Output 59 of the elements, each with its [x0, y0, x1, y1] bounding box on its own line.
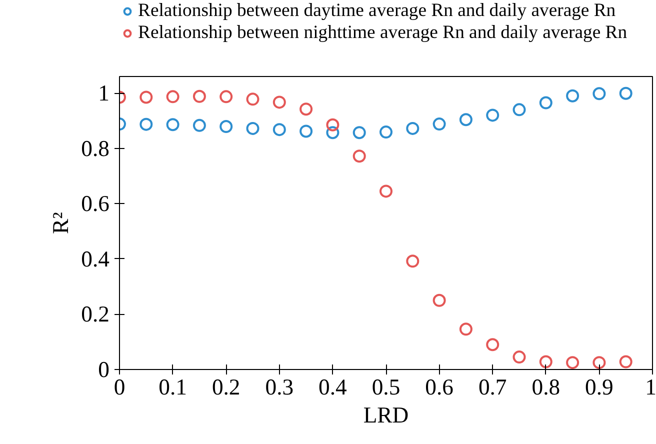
point — [539, 96, 552, 110]
point — [380, 184, 392, 198]
x-tick-label: 0.6 — [425, 374, 454, 400]
point — [300, 102, 313, 116]
x-tick-label: 0.7 — [478, 374, 507, 400]
point — [140, 118, 153, 131]
y-tick-label: 0.2 — [81, 302, 110, 327]
point — [246, 122, 260, 135]
point — [512, 103, 526, 116]
x-tick-label: 0.2 — [212, 374, 240, 400]
x-tick-label: 0.8 — [532, 374, 560, 400]
point — [352, 150, 366, 163]
y-tick-label: 1 — [98, 80, 110, 106]
x-axis-title: LRD — [363, 402, 409, 428]
point — [220, 90, 233, 104]
point — [539, 355, 552, 368]
y-tick-label: 0 — [98, 357, 110, 382]
point — [272, 123, 286, 136]
x-tick-label: 0.9 — [585, 374, 614, 400]
y-tick-label: 0.8 — [81, 136, 110, 161]
point — [300, 124, 313, 138]
legend-label: Relationship between daytime average Rn and daily average Rn — [138, 0, 616, 22]
point — [166, 90, 180, 104]
point — [432, 118, 446, 131]
point — [619, 355, 632, 368]
point — [459, 322, 472, 336]
point — [566, 89, 580, 102]
legend-label: Relationship between nighttime average Rn and daily average Rn — [138, 22, 628, 44]
x-tick-label: 1 — [645, 374, 656, 400]
point — [140, 90, 153, 104]
x-tick-label: 0.5 — [372, 374, 400, 400]
point — [192, 90, 206, 103]
point — [486, 338, 500, 352]
point — [352, 126, 366, 140]
point — [512, 350, 526, 364]
x-tick-label: 0.3 — [265, 374, 294, 400]
point — [592, 356, 606, 370]
y-axis-title: R² — [48, 212, 74, 234]
point — [619, 86, 632, 100]
point — [192, 118, 206, 132]
point — [592, 87, 606, 100]
y-tick-label: 0.4 — [81, 246, 110, 272]
point — [326, 118, 340, 132]
x-tick-label: 0.4 — [318, 374, 347, 400]
point — [166, 118, 180, 132]
point — [272, 96, 286, 109]
point — [486, 108, 500, 122]
x-tick-label: 0 — [114, 374, 126, 400]
point — [380, 126, 392, 139]
point — [220, 120, 233, 134]
y-tick-label: 0.6 — [81, 191, 110, 216]
point — [432, 294, 446, 307]
point — [566, 356, 580, 370]
point — [406, 254, 420, 268]
x-tick-label: 0.1 — [158, 374, 187, 400]
point — [459, 113, 472, 126]
point — [246, 92, 260, 106]
point — [326, 126, 340, 140]
point — [406, 122, 420, 135]
